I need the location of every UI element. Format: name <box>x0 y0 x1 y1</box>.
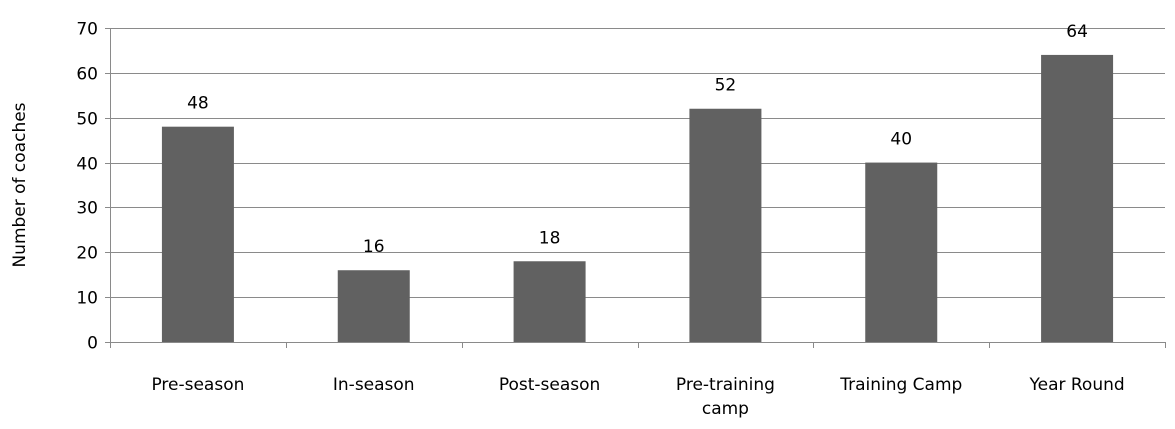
y-tick-label: 30 <box>76 199 98 219</box>
y-tick-label: 10 <box>76 289 98 309</box>
x-tick-label: In-season <box>333 375 415 395</box>
data-label: 64 <box>1066 22 1088 42</box>
bars <box>161 54 1114 343</box>
y-tick-label: 70 <box>76 20 98 40</box>
x-tick-label: Year Round <box>1028 375 1124 395</box>
data-label: 40 <box>890 130 912 150</box>
y-tick-label: 50 <box>76 110 98 130</box>
bar <box>1041 54 1114 343</box>
x-tick-label: Pre-training camp <box>676 375 775 419</box>
y-tick-label: 0 <box>87 334 98 354</box>
data-label: 18 <box>539 228 561 248</box>
x-tick-label: Pre-season <box>151 375 244 395</box>
y-tick-labels: 0 10 20 30 40 50 60 70 <box>76 20 98 354</box>
x-tick-labels: Pre-season In-season Post-season Pre-traini… <box>151 375 1124 419</box>
axes <box>105 28 1166 348</box>
bar <box>689 108 762 342</box>
data-label: 48 <box>187 94 209 114</box>
data-labels: 48 16 18 52 40 64 <box>187 22 1088 257</box>
bar <box>161 126 234 342</box>
y-tick-label: 20 <box>76 244 98 264</box>
gridlines <box>110 28 1165 298</box>
x-tick-label: Training Camp <box>839 375 962 395</box>
y-tick-label: 60 <box>76 65 98 85</box>
x-tick-label: Post-season <box>499 375 600 395</box>
y-tick-label: 40 <box>76 155 98 175</box>
data-label: 16 <box>363 237 385 257</box>
bar <box>513 261 586 342</box>
data-label: 52 <box>715 76 737 96</box>
bar <box>337 270 410 342</box>
bar <box>865 162 938 342</box>
y-axis-title: Number of coaches <box>10 102 30 267</box>
